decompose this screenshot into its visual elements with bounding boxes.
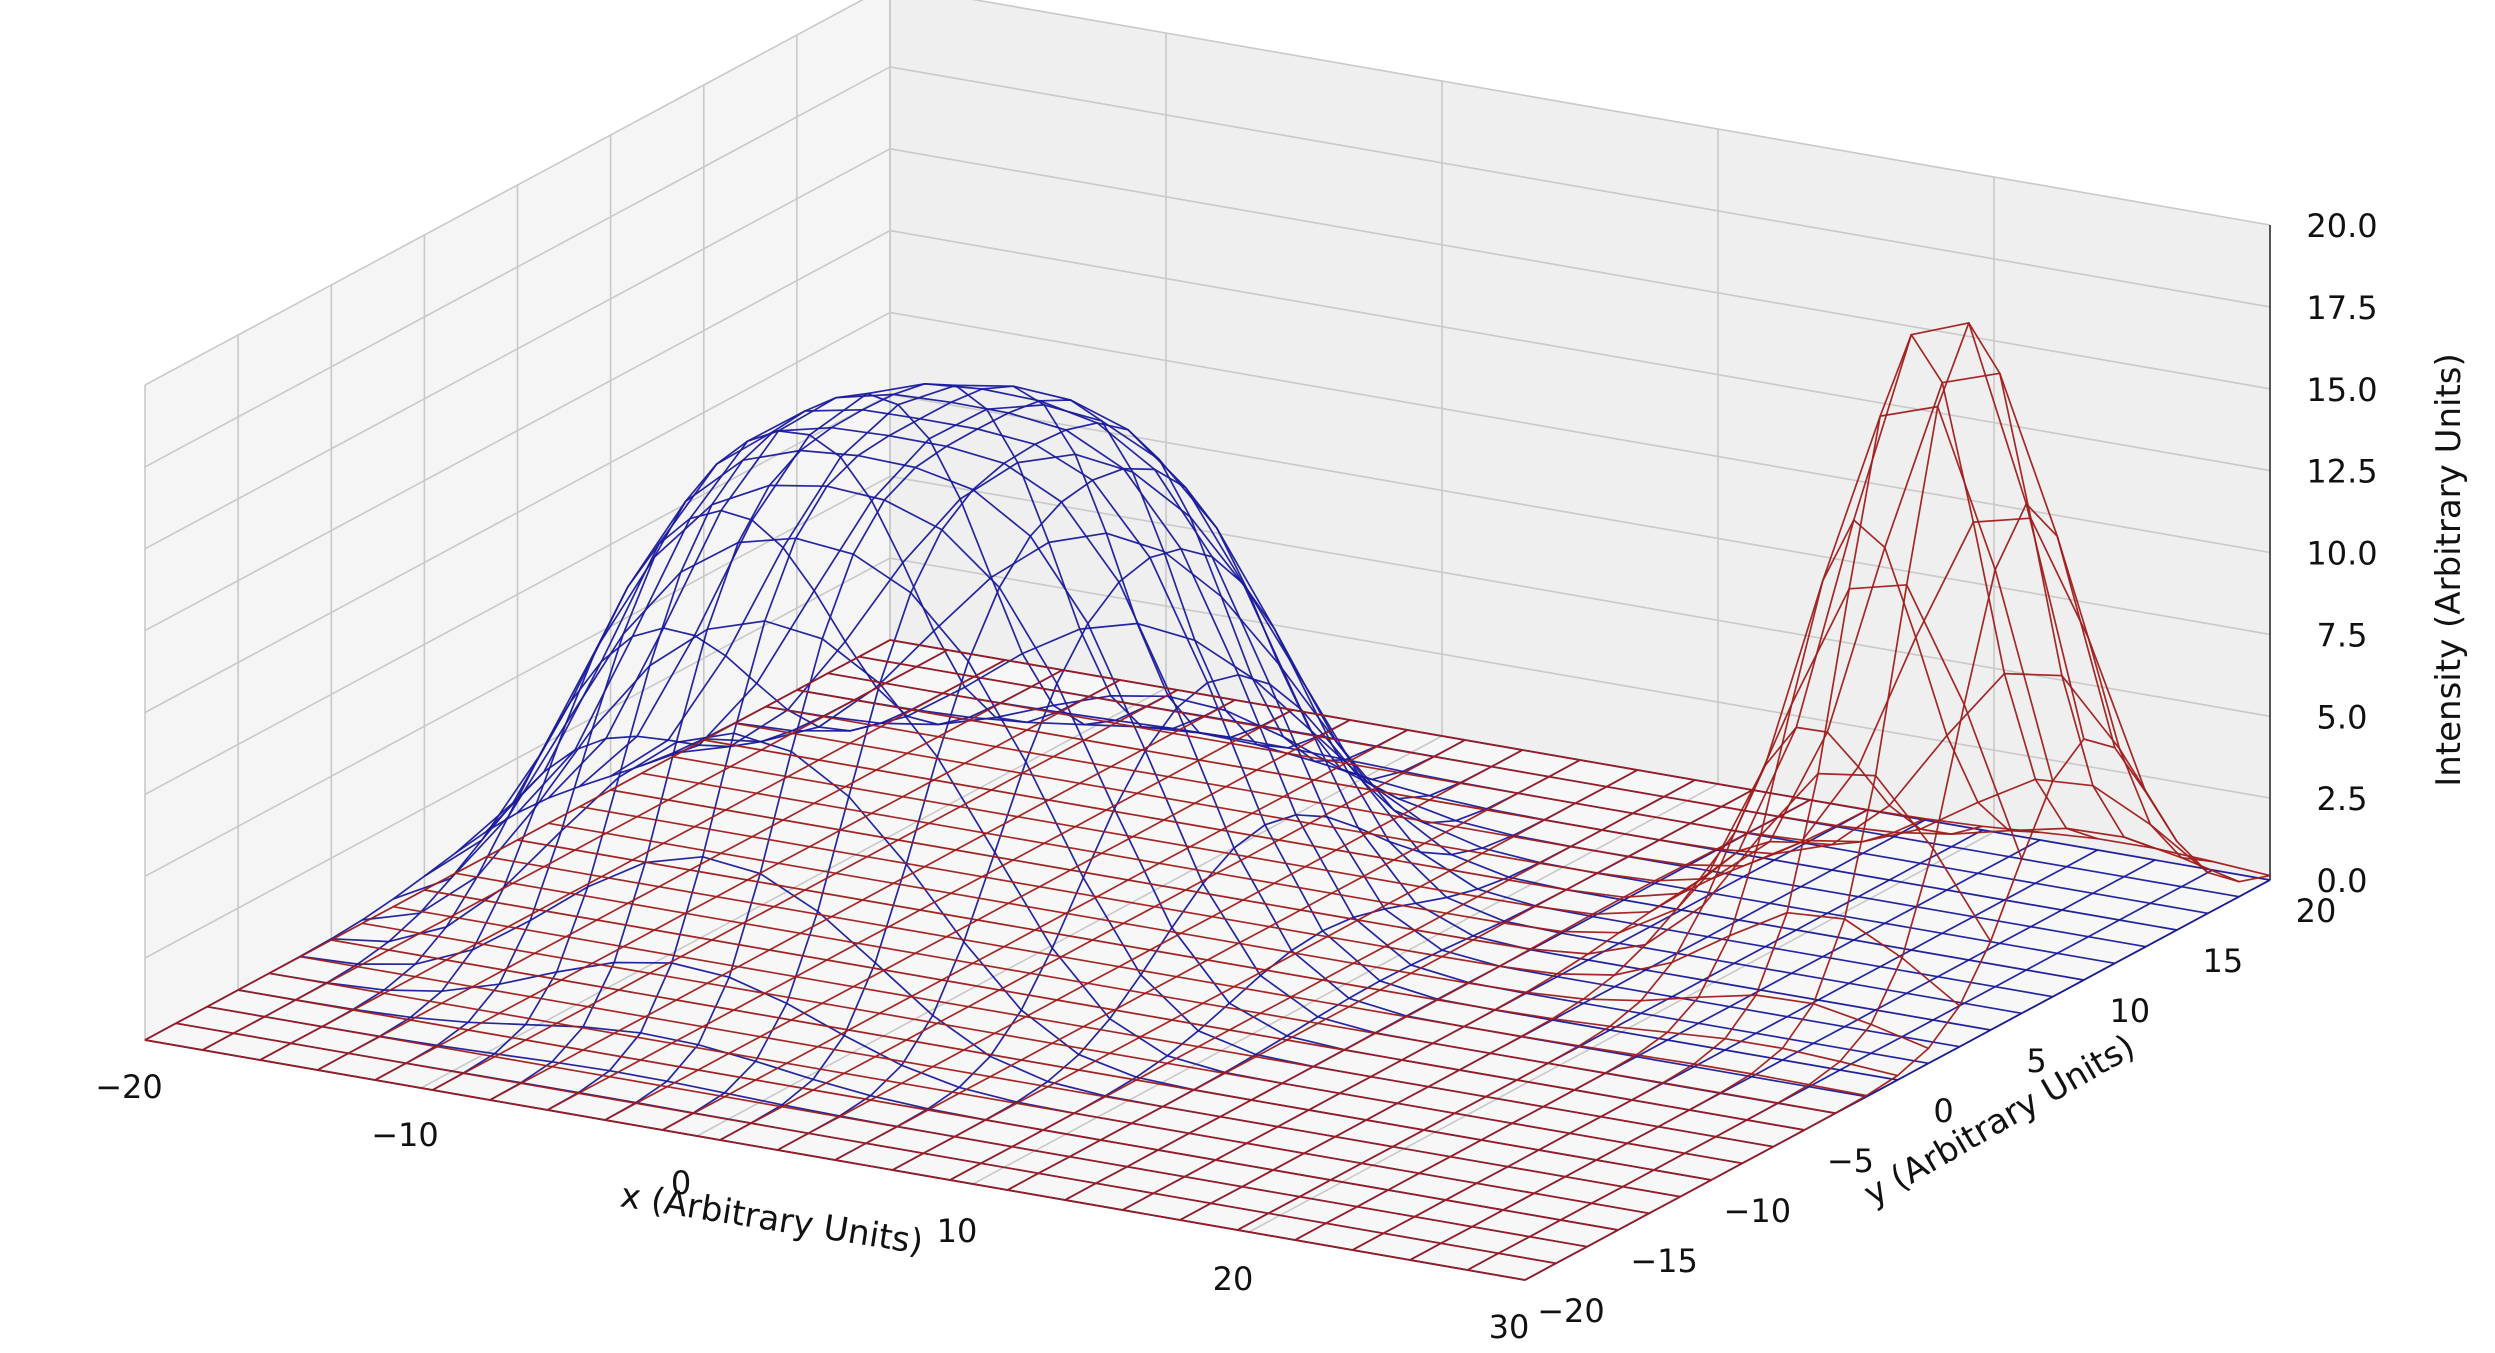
y-tick-label: −15	[1630, 1242, 1698, 1280]
z-gridline	[144, 147, 2271, 550]
wire-col	[719, 467, 1466, 1141]
wire-col	[1122, 808, 1868, 1211]
wire-col	[374, 430, 1121, 1081]
wire-col	[317, 509, 1063, 1071]
y-tick-label: 20	[2296, 892, 2337, 930]
back-pane	[890, 0, 2270, 880]
wire-col	[1294, 519, 2041, 1241]
wire-col	[662, 729, 1408, 1131]
z-gridline	[144, 0, 2271, 386]
y-tick-label: −5	[1827, 1142, 1874, 1180]
x-tick-label: 20	[1213, 1260, 1254, 1298]
wire-col	[892, 769, 1638, 1171]
wire-col	[604, 719, 1351, 1121]
z-gridline	[144, 475, 2271, 878]
wire-col	[547, 385, 1293, 1111]
wire-col	[777, 547, 1523, 1151]
z-tick-label: 2.5	[2317, 780, 2368, 818]
z-tick-label: 20.0	[2306, 207, 2377, 245]
wire-col	[777, 749, 1523, 1151]
x-tick-label: 0	[671, 1164, 691, 1202]
wire-col	[259, 659, 1006, 1061]
z-tick-label: 0.0	[2317, 862, 2368, 900]
z-gridline	[144, 311, 2271, 714]
wire-col	[202, 649, 948, 1051]
wire-col	[1467, 503, 2213, 1271]
wire-col	[604, 399, 1351, 1121]
x-axis-label: x (Arbitrary Units)	[618, 1175, 926, 1262]
y-tick-label: 5	[2026, 1042, 2046, 1080]
wire-col	[547, 709, 1293, 1111]
wire-col	[432, 689, 1178, 1091]
y-tick-label: 15	[2203, 942, 2244, 980]
x-tick-label: 10	[937, 1212, 978, 1250]
wire-col	[1064, 799, 1811, 1201]
x-tick-label: −20	[95, 1068, 163, 1106]
z-axis-label: Intensity (Arbitrary Units)	[2429, 353, 2469, 787]
wire-col	[489, 699, 1236, 1101]
wire-col	[1409, 322, 2156, 1261]
wire-col	[259, 627, 1006, 1061]
x-tick-label: −10	[371, 1116, 439, 1154]
wire-col	[1007, 789, 1753, 1191]
wire-col	[144, 639, 891, 1041]
z-gridline	[144, 66, 2271, 468]
axis-panes	[145, 0, 2270, 1280]
z-gridline	[144, 557, 2271, 959]
y-tick-label: −20	[1537, 1292, 1605, 1330]
wire-col	[374, 679, 1121, 1081]
wire-col	[1179, 817, 1926, 1221]
surfaces	[144, 322, 2271, 1281]
wire-col	[1237, 726, 1983, 1231]
z-tick-label: 7.5	[2317, 616, 2368, 654]
z-tick-label: 12.5	[2306, 453, 2377, 491]
wire-col	[892, 769, 1638, 1171]
z-tick-label: 5.0	[2317, 698, 2368, 736]
wire-col	[834, 759, 1581, 1161]
wire-col	[432, 392, 1178, 1091]
wire-col	[949, 779, 1696, 1181]
wire-col	[1524, 738, 2271, 1281]
wire-col	[317, 669, 1063, 1071]
x-tick-label: 30	[1489, 1308, 1530, 1346]
z-tick-label: 15.0	[2306, 371, 2377, 409]
wire-col	[662, 422, 1408, 1131]
surface-2	[144, 322, 2271, 1281]
y-tick-label: −10	[1724, 1192, 1792, 1230]
wire-col	[719, 739, 1466, 1141]
y-tick-label: 0	[1933, 1092, 1953, 1130]
wire-col	[1352, 333, 2098, 1251]
y-tick-label: 10	[2109, 992, 2150, 1030]
wire-col	[489, 382, 1236, 1101]
z-gridline	[144, 229, 2271, 632]
z-tick-label: 17.5	[2306, 289, 2377, 327]
wire-col	[834, 673, 1581, 1161]
z-tick-label: 10.0	[2306, 535, 2377, 573]
